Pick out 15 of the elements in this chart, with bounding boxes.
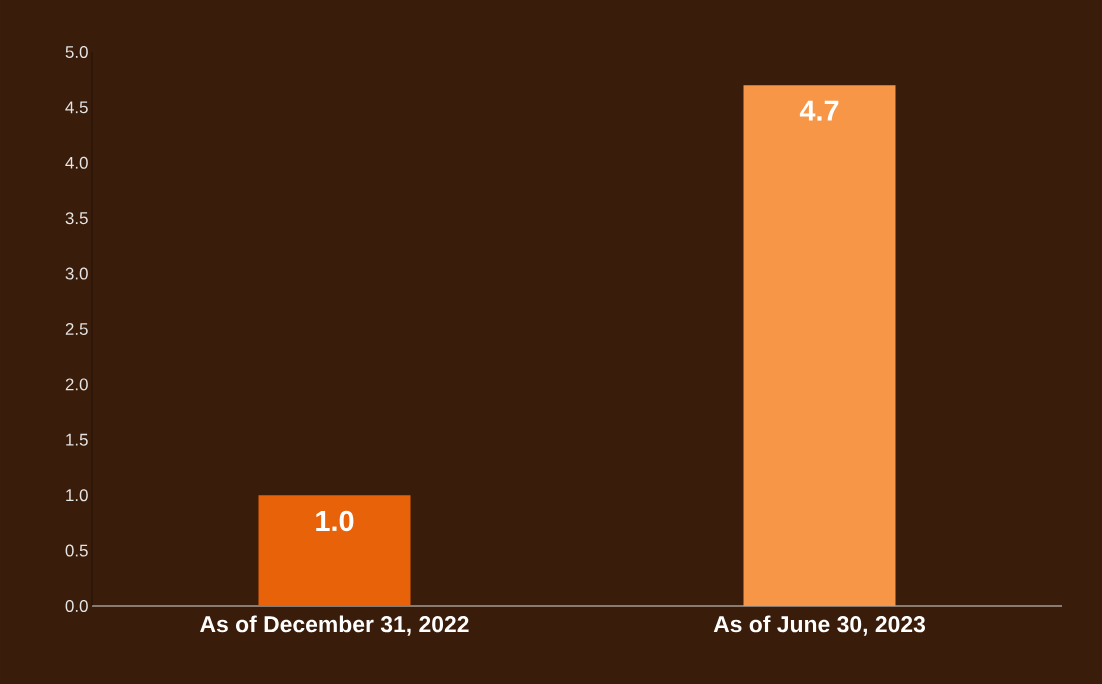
x-tick-label: As of June 30, 2023 (713, 615, 926, 636)
y-tick-label: 0.5 (65, 544, 88, 557)
y-tick-label: 5.0 (65, 45, 88, 58)
y-tick-label: 0.0 (65, 599, 88, 612)
y-tick-label: 1.0 (66, 489, 88, 502)
y-tick-label: 2.5 (65, 322, 88, 335)
y-tick-label: 2.0 (65, 378, 88, 391)
y-tick-label: 3.5 (65, 212, 88, 225)
data-label: 1.0 (316, 510, 354, 532)
y-tick-label: 4.0 (65, 156, 88, 169)
y-tick-label: 3.0 (65, 267, 88, 280)
data-label: 4.7 (799, 100, 839, 121)
y-tick-label: 4.5 (65, 101, 88, 114)
y-tick-label: 1.5 (66, 433, 88, 446)
x-tick-label: As of December 31, 2022 (200, 615, 469, 636)
